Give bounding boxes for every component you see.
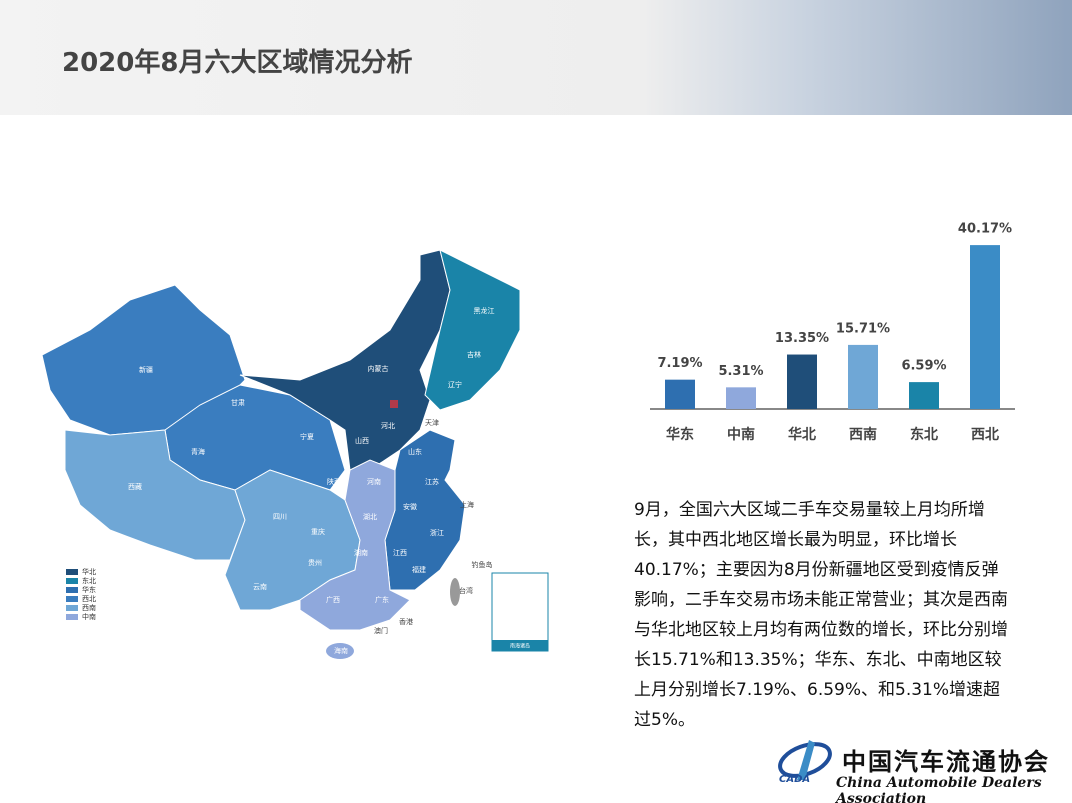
taiwan — [450, 578, 460, 606]
region-xibei — [41, 284, 246, 436]
paragraph: 9月，全国六大区域二手车交易量较上月均所增长，其中西北地区增长最为明显，环比增长… — [634, 500, 1008, 730]
province-label: 福建 — [412, 565, 426, 574]
category-label: 华东 — [666, 426, 694, 443]
value-label: 6.59% — [901, 359, 946, 374]
province-label: 江西 — [393, 549, 407, 557]
province-label: 陕西 — [327, 477, 341, 486]
province-label: 辽宁 — [448, 380, 462, 389]
logo-abbr: CADA — [779, 774, 811, 785]
legend-swatch — [66, 587, 78, 593]
legend-label: 华东 — [82, 585, 96, 594]
province-label: 上海 — [460, 500, 474, 509]
legend-label: 西北 — [82, 595, 96, 603]
category-label: 西北 — [971, 427, 999, 443]
legend-swatch — [66, 605, 78, 611]
category-label: 东北 — [910, 426, 938, 443]
legend-swatch — [66, 569, 78, 575]
province-label: 澳门 — [374, 626, 388, 635]
province-label: 山西 — [355, 436, 369, 445]
province-label: 西藏 — [128, 482, 142, 491]
region-huabei — [239, 249, 451, 471]
province-label: 香港 — [399, 617, 413, 626]
province-label: 广东 — [375, 595, 389, 604]
province-label: 新疆 — [139, 365, 153, 374]
province-label: 钓鱼岛 — [472, 560, 493, 569]
province-label: 四川 — [273, 513, 287, 521]
province-label: 山东 — [408, 447, 422, 456]
province-label: 重庆 — [311, 527, 325, 536]
value-label: 7.19% — [657, 356, 702, 371]
value-label: 15.71% — [836, 321, 890, 336]
logo-english: China Automobile Dealers Association — [836, 775, 1042, 803]
province-label: 浙江 — [430, 528, 444, 537]
province-label: 海南 — [334, 646, 348, 655]
category-label: 中南 — [727, 426, 755, 443]
legend-swatch — [66, 578, 78, 584]
province-label: 江苏 — [425, 477, 439, 486]
hainan — [326, 643, 354, 659]
province-label: 南海诸岛 — [510, 643, 530, 650]
slide-title: 2020年8月六大区域情况分析 — [62, 48, 413, 78]
region-zhongnan — [299, 459, 411, 631]
province-label: 内蒙古 — [368, 364, 389, 373]
beijing — [390, 400, 398, 408]
province-label: 台湾 — [459, 586, 473, 595]
logo-name: 中国汽车流通协会 — [842, 747, 1050, 776]
legend-swatch — [66, 596, 78, 602]
legend-label: 中南 — [82, 612, 96, 621]
header — [0, 0, 1072, 115]
province-label: 贵州 — [308, 558, 322, 567]
province-label: 湖北 — [363, 512, 377, 521]
legend-label: 西南 — [82, 603, 96, 612]
legend-label: 华北 — [82, 567, 96, 576]
bar-chart: 7.19% 华东 5.31% 中南 13.35% 华北 15.71% 西南 6.59% 东北 40.… — [650, 222, 1015, 443]
province-label: 云南 — [253, 582, 267, 591]
inset-label-bg — [492, 640, 548, 651]
legend-label: 东北 — [82, 576, 96, 585]
bar — [726, 387, 756, 409]
province-label: 青海 — [191, 447, 205, 456]
logo-icon — [778, 740, 832, 780]
province-label: 黑龙江 — [474, 306, 495, 315]
province-label: 吉林 — [467, 350, 481, 359]
province-label: 宁夏 — [300, 432, 314, 441]
province-label: 河北 — [381, 422, 395, 430]
province-label: 甘肃 — [231, 398, 245, 407]
bar — [970, 245, 1000, 409]
bar — [787, 354, 817, 409]
value-label: 13.35% — [775, 331, 829, 346]
province-label: 湖南 — [354, 548, 368, 557]
inset-box — [491, 572, 549, 652]
bar — [909, 382, 939, 409]
legend-swatch — [66, 614, 78, 620]
value-label: 40.17% — [958, 222, 1012, 237]
category-label: 华北 — [788, 426, 816, 443]
region-dongbei — [424, 249, 521, 411]
province-label: 河南 — [367, 477, 381, 486]
province-label: 广西 — [326, 595, 340, 604]
category-label: 西南 — [849, 426, 877, 443]
bar — [848, 344, 878, 409]
province-label: 安徽 — [403, 502, 417, 511]
province-label: 天津 — [425, 419, 439, 427]
value-label: 5.31% — [718, 364, 763, 379]
bar — [665, 379, 695, 409]
